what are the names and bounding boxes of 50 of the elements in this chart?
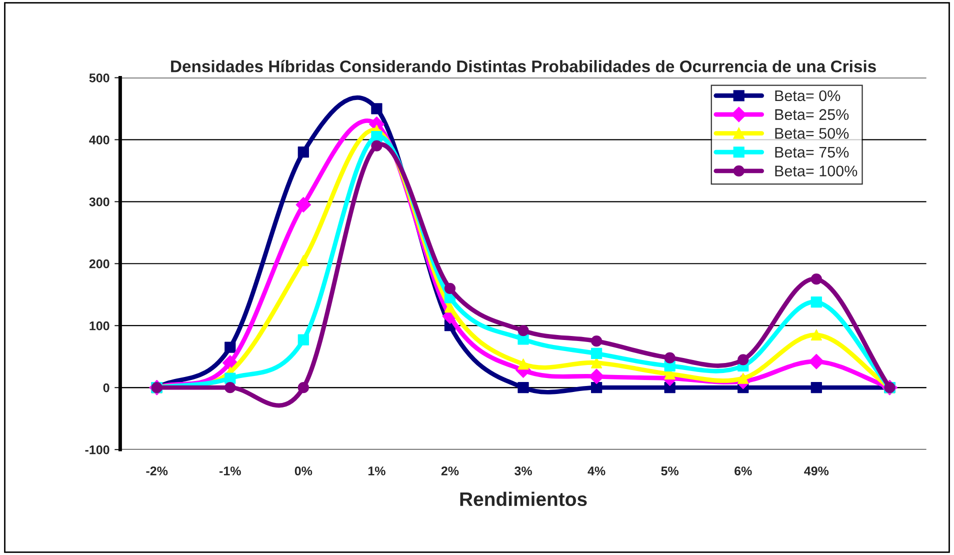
point: [298, 334, 309, 346]
point: [518, 358, 529, 370]
x-tick-label: 0%: [294, 466, 312, 476]
legend-label: Beta= 50%: [775, 128, 849, 139]
point: [224, 372, 236, 384]
point: [588, 368, 604, 384]
x-tick-label: -2%: [146, 466, 168, 476]
legend-label: Beta= 100%: [775, 166, 858, 176]
point: [298, 146, 309, 158]
point: [810, 382, 822, 394]
point: [590, 348, 602, 360]
point: [664, 352, 676, 364]
point: [738, 354, 749, 366]
x-tick-label: 49%: [804, 466, 829, 476]
x-tick-label: 2%: [441, 466, 459, 476]
point: [224, 342, 236, 353]
x-tick-label: 5%: [661, 466, 679, 476]
x-tick-label: 1%: [368, 466, 386, 476]
point: [298, 254, 309, 266]
point: [371, 140, 382, 152]
legend-label: Beta= 25%: [775, 109, 849, 120]
x-tick-label: 6%: [734, 466, 752, 476]
y-tick-label: 0: [103, 383, 110, 392]
y-tick-label: 500: [89, 74, 110, 82]
point: [371, 103, 382, 114]
legend-label: Beta= 0%: [775, 90, 840, 102]
y-tick-label: -100: [85, 445, 110, 454]
x-tick-label: 4%: [588, 466, 606, 476]
point: [296, 197, 312, 212]
point: [371, 131, 382, 142]
point: [444, 282, 456, 294]
point: [518, 382, 529, 394]
x-axis-title: Rendimientos: [460, 492, 587, 506]
y-tick-label: 100: [90, 321, 110, 330]
point: [590, 382, 602, 394]
y-tick-label: 300: [89, 197, 110, 206]
point: [224, 382, 236, 394]
point: [590, 336, 602, 347]
y-tick-label: 400: [89, 135, 110, 144]
point: [808, 354, 824, 370]
chart-title: Densidades Híbridas Considerando Distintas Probabilidades de Ocurrencia de una Crisis: [171, 60, 876, 72]
legend-label: Beta= 75%: [775, 146, 849, 158]
x-tick-label: -1%: [220, 466, 241, 476]
x-tick-label: 3%: [514, 466, 532, 476]
point: [298, 382, 309, 394]
point: [810, 329, 822, 340]
point: [810, 296, 822, 308]
point: [518, 324, 529, 336]
point: [810, 274, 822, 285]
y-tick-label: 200: [89, 259, 110, 268]
